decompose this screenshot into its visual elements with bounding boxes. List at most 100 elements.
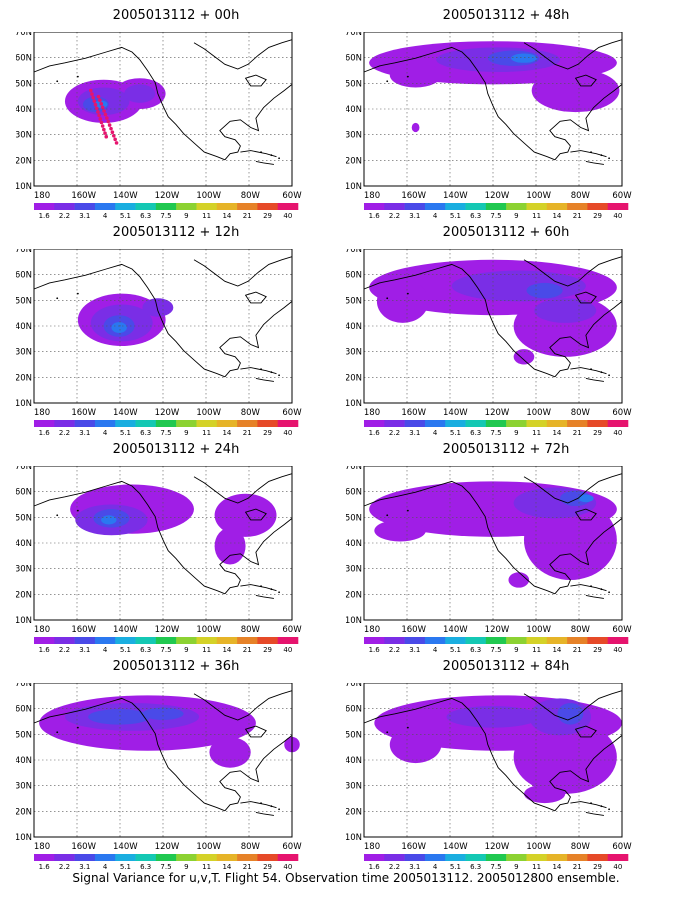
colorbar-swatch (546, 854, 568, 861)
latitude-label: 10N (346, 616, 362, 626)
colorbar-swatch (257, 203, 278, 210)
coastline (219, 84, 293, 161)
latitude-label: 50N (346, 730, 362, 740)
colorbar-label: 1.6 (39, 646, 51, 652)
longitude-label: 140W (113, 191, 138, 201)
colorbar: 1.6 2.2 3.1 4 5.1 6.3 7.5 9 11 14 21 29 40 (34, 854, 299, 871)
colorbar-swatch (216, 420, 238, 427)
island (278, 374, 280, 377)
colorbar-label: 21 (243, 863, 252, 869)
coastline (33, 697, 226, 812)
grid-lines (364, 32, 622, 186)
coastline (193, 39, 293, 70)
latitude-label: 50N (346, 296, 362, 306)
colorbar-label: 11 (532, 646, 541, 652)
colorbar-swatch (74, 854, 96, 861)
coastline (33, 46, 226, 161)
forecast-panel-36h: 2005013112 + 36h 70N 60N 50N 40N 30N 20N 10N 18… (15, 659, 336, 871)
island (56, 514, 59, 517)
longitude-label: 140W (443, 625, 468, 635)
colorbar-label: 11 (532, 863, 541, 869)
colorbar-swatch (155, 854, 177, 861)
colorbar-swatch (196, 854, 218, 861)
colorbar-label: 11 (532, 212, 541, 218)
colorbar-label: 40 (613, 646, 622, 652)
colorbar-swatch (404, 420, 426, 427)
colorbar-label: 40 (283, 212, 292, 218)
longitude-label: 160W (401, 408, 426, 418)
colorbar-swatch (445, 203, 466, 210)
observation-point (110, 130, 115, 135)
colorbar-swatch (216, 203, 238, 210)
island (386, 514, 389, 517)
variance-field (369, 41, 620, 133)
coastline (363, 480, 556, 595)
map-60h: 70N 60N 50N 40N 30N 20N 10N 180 160W 140W 120W 100W… (345, 245, 666, 437)
longitude-label: 180 (34, 625, 50, 635)
colorbar-label: 29 (593, 212, 602, 218)
colorbar-label: 14 (222, 429, 231, 435)
longitude-label: 120W (155, 625, 180, 635)
coastline (193, 690, 293, 721)
island (278, 808, 280, 811)
coastline (585, 377, 604, 382)
latitude-label: 30N (346, 348, 362, 358)
colorbar-label: 3.1 (409, 212, 420, 218)
panel-title: 2005013112 + 84h (442, 659, 570, 674)
colorbar-label: 2.2 (389, 212, 400, 218)
colorbar-swatch (587, 854, 608, 861)
colorbar-label: 11 (202, 212, 211, 218)
colorbar-label: 4 (433, 429, 438, 435)
island (260, 585, 262, 588)
colorbar-swatch (54, 420, 75, 427)
coastline (549, 84, 623, 161)
colorbar-swatch (465, 203, 487, 210)
latitude-label: 30N (346, 565, 362, 575)
map-12h: 70N 60N 50N 40N 30N 20N 10N 180 160W 140W 120W 100W… (15, 245, 336, 437)
colorbar-swatch (176, 420, 197, 427)
colorbar-swatch (465, 420, 487, 427)
colorbar-swatch (465, 637, 487, 644)
colorbar-swatch (257, 854, 278, 861)
island (406, 509, 409, 512)
coastlines (33, 256, 293, 382)
colorbar-swatch (546, 637, 568, 644)
longitude-label: 100W (526, 842, 551, 852)
grid-lines (364, 683, 622, 837)
island (386, 731, 389, 734)
coastline (255, 377, 274, 382)
colorbar-swatch (364, 854, 385, 861)
colorbar-swatch (546, 203, 568, 210)
map-frame (33, 31, 293, 187)
colorbar-label: 29 (263, 646, 272, 652)
colorbar-swatch (277, 854, 299, 861)
colorbar-swatch (506, 637, 527, 644)
colorbar-label: 21 (573, 429, 582, 435)
latitude-label: 10N (346, 182, 362, 192)
variance-contour (578, 494, 594, 503)
colorbar-swatch (176, 854, 197, 861)
colorbar-swatch (237, 637, 258, 644)
colorbar-label: 9 (184, 646, 188, 652)
colorbar-swatch (54, 203, 75, 210)
variance-contour (142, 707, 184, 720)
map-frame (363, 31, 623, 187)
observation-point (99, 101, 104, 106)
colorbar-swatch (135, 854, 157, 861)
colorbar: 1.6 2.2 3.1 4 5.1 6.3 7.5 9 11 14 21 29 40 (34, 637, 299, 654)
colorbar-label: 7.5 (490, 863, 501, 869)
colorbar-label: 5.1 (450, 429, 461, 435)
colorbar-swatch (94, 203, 116, 210)
longitude-label: 100W (196, 842, 221, 852)
colorbar-label: 3.1 (409, 646, 420, 652)
colorbar-label: 3.1 (79, 212, 90, 218)
longitude-label: 140W (443, 191, 468, 201)
coastline (193, 256, 293, 287)
observation-point (96, 94, 101, 99)
latitude-label: 70N (16, 32, 32, 38)
variance-contour (111, 322, 127, 333)
longitude-label: 160W (71, 625, 96, 635)
forecast-panel-84h: 2005013112 + 84h 70N 60N 50N 40N 30N 20N 10N 18… (345, 659, 666, 871)
island (608, 591, 610, 594)
latitude-label: 10N (346, 833, 362, 843)
